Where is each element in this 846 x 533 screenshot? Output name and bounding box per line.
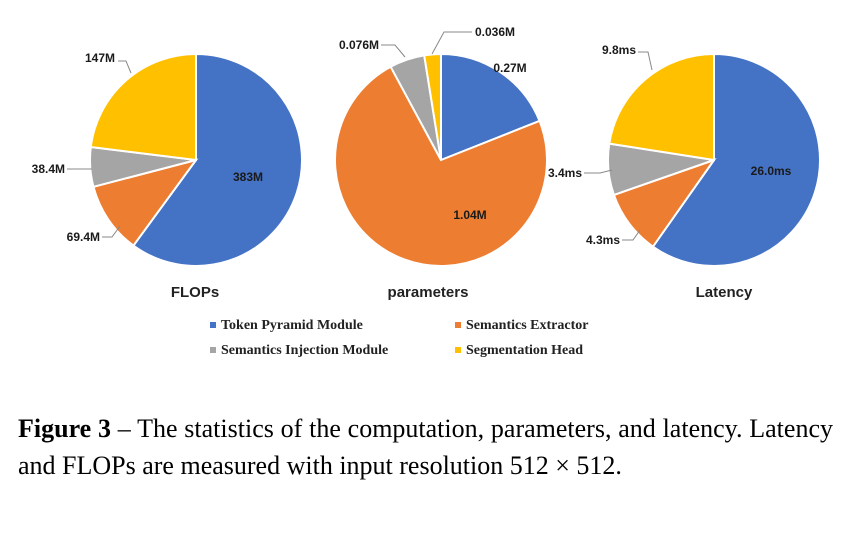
pie-chart-3: 26.0ms 4.3ms 3.4ms 9.8ms Latency	[548, 43, 821, 301]
legend-swatch-semantics-extractor	[455, 321, 461, 328]
data-label-semantics-injection: 0.076M	[339, 38, 379, 52]
legend-item-token-pyramid: Token Pyramid Module	[210, 318, 363, 334]
caption-text: – The statistics of the computation, par…	[18, 414, 833, 480]
pie-chart-1: 383M 69.4M 38.4M 147M FLOPs	[32, 51, 303, 301]
legend-swatch-semantics-injection	[210, 346, 216, 353]
data-label-semantics-extractor: 69.4M	[67, 230, 100, 244]
pie-slice-token-pyramid	[132, 52, 303, 267]
data-label-token-pyramid: 0.27M	[493, 61, 526, 75]
legend-label-segmentation-head: Segmentation Head	[466, 343, 584, 358]
data-label-segmentation-head: 9.8ms	[602, 43, 636, 57]
figure-label: Figure 3	[18, 414, 111, 443]
data-label-semantics-injection: 3.4ms	[548, 166, 582, 180]
legend-swatch-token-pyramid	[210, 321, 216, 328]
data-label-semantics-extractor: 1.04M	[453, 208, 486, 222]
pie-slice-segmentation-head	[89, 52, 197, 162]
pie-slice-token-pyramid	[651, 52, 821, 267]
data-label-semantics-injection: 38.4M	[32, 162, 65, 176]
figure-caption: Figure 3 – The statistics of the computa…	[18, 410, 833, 484]
data-label-token-pyramid: 383M	[233, 170, 263, 184]
legend-swatch-segmentation-head	[455, 346, 461, 353]
leader-line-segmentation-head	[638, 51, 653, 71]
pie-slice-semantics-extractor	[334, 65, 548, 267]
legend-item-semantics-extractor: Semantics Extractor	[455, 318, 588, 334]
leader-line-semantics-injection	[584, 169, 613, 174]
pie-charts: 383M69.4M38.4M147MFLOPs0.27M1.04M0.076M0…	[32, 25, 821, 301]
pie-slice-segmentation-head	[423, 52, 442, 161]
legend-item-segmentation-head: Segmentation Head	[455, 343, 583, 359]
data-label-segmentation-head: 147M	[85, 51, 115, 65]
leader-line-semantics-injection	[381, 44, 406, 58]
legend-label-token-pyramid: Token Pyramid Module	[221, 318, 363, 333]
data-label-segmentation-head: 0.036M	[475, 25, 515, 39]
leader-line-semantics-extractor	[622, 229, 641, 241]
chart-title: parameters	[388, 284, 469, 301]
legend-label-semantics-extractor: Semantics Extractor	[466, 318, 589, 333]
data-label-token-pyramid: 26.0ms	[751, 164, 792, 178]
pie-slice-segmentation-head	[608, 52, 715, 162]
legend-item-semantics-injection: Semantics Injection Module	[210, 343, 388, 359]
chart-title: FLOPs	[171, 284, 219, 301]
legend-label-semantics-injection: Semantics Injection Module	[221, 343, 389, 358]
leader-line-segmentation-head	[118, 60, 132, 74]
data-label-semantics-extractor: 4.3ms	[586, 233, 620, 247]
pie-chart-2: 0.27M 1.04M 0.076M 0.036M parameters	[334, 25, 548, 301]
leader-line-semantics-extractor	[102, 225, 121, 238]
leader-line-segmentation-head	[431, 31, 472, 55]
chart-title: Latency	[696, 284, 753, 301]
pie-slice-token-pyramid	[440, 52, 541, 162]
pie-slice-semantics-extractor	[92, 158, 199, 247]
